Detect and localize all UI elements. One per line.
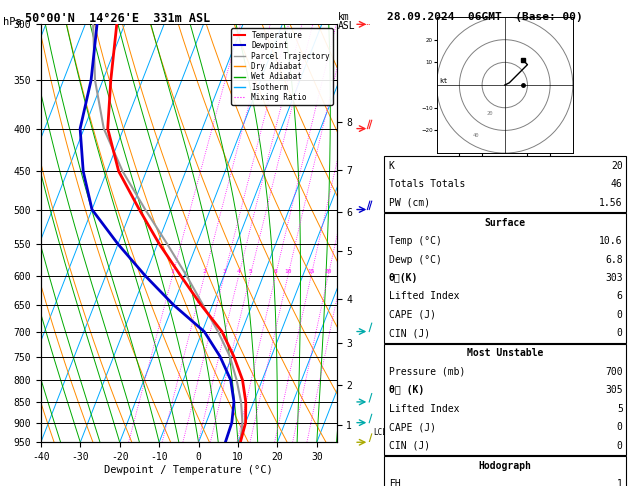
Text: 3: 3 [222,269,226,274]
Text: Hodograph: Hodograph [478,461,532,470]
Text: 5: 5 [248,269,252,274]
Text: 303: 303 [605,273,623,283]
Text: 15: 15 [308,269,315,274]
Text: Totals Totals: Totals Totals [389,179,465,189]
Text: 0: 0 [617,310,623,320]
Text: 20: 20 [487,110,493,116]
Text: Pressure (mb): Pressure (mb) [389,367,465,377]
Text: 5: 5 [617,404,623,414]
Text: 50°00'N  14°26'E  331m ASL: 50°00'N 14°26'E 331m ASL [25,12,211,25]
Text: CAPE (J): CAPE (J) [389,422,436,432]
X-axis label: Dewpoint / Temperature (°C): Dewpoint / Temperature (°C) [104,465,273,475]
Text: CIN (J): CIN (J) [389,329,430,338]
Text: 2: 2 [203,269,206,274]
Text: θᴇ (K): θᴇ (K) [389,385,424,395]
Text: 8: 8 [274,269,277,274]
Text: Temp (°C): Temp (°C) [389,236,442,246]
Text: 4: 4 [237,269,240,274]
Text: © weatheronline.co.uk: © weatheronline.co.uk [390,471,503,480]
Text: Surface: Surface [484,218,525,227]
Text: 700: 700 [605,367,623,377]
Text: ASL: ASL [338,21,355,32]
Text: 20: 20 [325,269,332,274]
Text: Dewp (°C): Dewp (°C) [389,255,442,264]
Text: 46: 46 [611,179,623,189]
Text: 1.56: 1.56 [599,198,623,208]
Text: LCL: LCL [373,428,387,437]
Text: 305: 305 [605,385,623,395]
Text: 6: 6 [617,292,623,301]
Text: 1: 1 [617,479,623,486]
Text: K: K [389,161,394,171]
Text: 40: 40 [473,133,479,138]
Text: 0: 0 [617,329,623,338]
Text: kt: kt [439,78,447,84]
Text: hPa: hPa [3,17,22,27]
Text: 0: 0 [617,441,623,451]
Text: θᴇ(K): θᴇ(K) [389,273,418,283]
Text: 6.8: 6.8 [605,255,623,264]
Text: PW (cm): PW (cm) [389,198,430,208]
Text: 0: 0 [617,422,623,432]
Text: Lifted Index: Lifted Index [389,292,459,301]
Text: CIN (J): CIN (J) [389,441,430,451]
Text: 10.6: 10.6 [599,236,623,246]
Text: km: km [338,12,350,22]
Text: Most Unstable: Most Unstable [467,348,543,358]
Text: EH: EH [389,479,401,486]
Text: CAPE (J): CAPE (J) [389,310,436,320]
Text: 1: 1 [170,269,174,274]
Text: 28.09.2024  06GMT  (Base: 00): 28.09.2024 06GMT (Base: 00) [387,12,582,22]
Text: 20: 20 [611,161,623,171]
Legend: Temperature, Dewpoint, Parcel Trajectory, Dry Adiabat, Wet Adiabat, Isotherm, Mi: Temperature, Dewpoint, Parcel Trajectory… [231,28,333,104]
Text: Lifted Index: Lifted Index [389,404,459,414]
Text: 10: 10 [284,269,292,274]
